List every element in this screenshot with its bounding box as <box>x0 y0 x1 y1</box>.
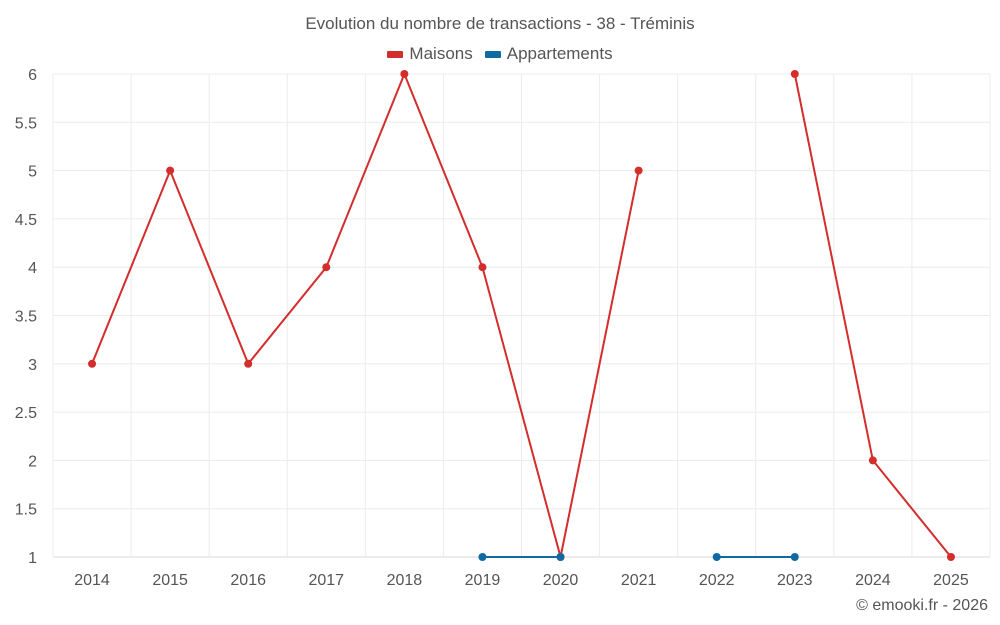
data-point-maisons-2015[interactable] <box>166 166 175 175</box>
legend-item-appartements[interactable]: Appartements <box>484 44 613 64</box>
series-maisons <box>88 70 955 561</box>
y-axis: 1 1.5 2 2.5 3 3.5 4 4.5 5 5.5 6 <box>15 67 37 567</box>
data-point-maisons-2023[interactable] <box>790 70 799 78</box>
x-tick-label: 2016 <box>230 572 266 589</box>
legend-item-maisons[interactable]: Maisons <box>387 44 473 64</box>
legend-label-maisons: Maisons <box>409 44 473 63</box>
data-point-maisons-2019[interactable] <box>478 263 487 272</box>
y-tick-label: 2.5 <box>15 405 37 422</box>
x-tick-label: 2015 <box>152 572 188 589</box>
data-point-appartements-2022[interactable] <box>712 553 721 561</box>
data-point-appartements-2020[interactable] <box>556 553 565 561</box>
legend-swatch-maisons <box>387 50 404 58</box>
x-tick-label: 2014 <box>74 572 110 589</box>
data-point-maisons-2021[interactable] <box>634 166 643 175</box>
data-point-appartements-2023[interactable] <box>790 553 799 561</box>
x-tick-label: 2025 <box>933 572 969 589</box>
legend: Maisons Appartements <box>0 44 1000 64</box>
y-tick-label: 1.5 <box>15 502 37 519</box>
series-appartements <box>478 553 799 561</box>
data-point-maisons-2016[interactable] <box>244 359 253 368</box>
x-tick-label: 2020 <box>543 572 579 589</box>
chart-title: Evolution du nombre de transactions - 38… <box>305 14 695 33</box>
y-tick-label: 6 <box>28 67 37 84</box>
y-tick-label: 3.5 <box>15 309 37 326</box>
data-point-maisons-2025[interactable] <box>946 553 955 561</box>
credit: © emooki.fr - 2026 <box>856 597 988 614</box>
data-point-maisons-2024[interactable] <box>868 456 877 465</box>
x-tick-label: 2019 <box>465 572 501 589</box>
y-tick-label: 2 <box>28 453 37 470</box>
x-tick-label: 2021 <box>621 572 657 589</box>
x-tick-label: 2023 <box>777 572 813 589</box>
data-point-appartements-2019[interactable] <box>478 553 487 561</box>
y-tick-label: 3 <box>28 357 37 374</box>
legend-label-appartements: Appartements <box>506 44 613 63</box>
series-layer <box>88 70 955 561</box>
x-axis: 2014 2015 2016 2017 2018 2019 2020 2021 2022 2023… <box>74 572 969 589</box>
y-tick-label: 5.5 <box>15 115 37 132</box>
data-point-maisons-2014[interactable] <box>88 359 97 368</box>
y-tick-label: 5 <box>28 164 37 181</box>
x-tick-label: 2024 <box>855 572 891 589</box>
data-point-maisons-2017[interactable] <box>322 263 331 272</box>
grid <box>52 73 991 558</box>
x-tick-label: 2018 <box>387 572 423 589</box>
x-tick-label: 2017 <box>308 572 344 589</box>
legend-swatch-appartements <box>484 50 501 58</box>
series-line-maisons <box>91 73 640 558</box>
data-point-maisons-2018[interactable] <box>400 70 409 78</box>
y-tick-label: 1 <box>28 550 37 567</box>
y-tick-label: 4 <box>28 260 37 277</box>
y-tick-label: 4.5 <box>15 212 37 229</box>
x-tick-label: 2022 <box>699 572 735 589</box>
